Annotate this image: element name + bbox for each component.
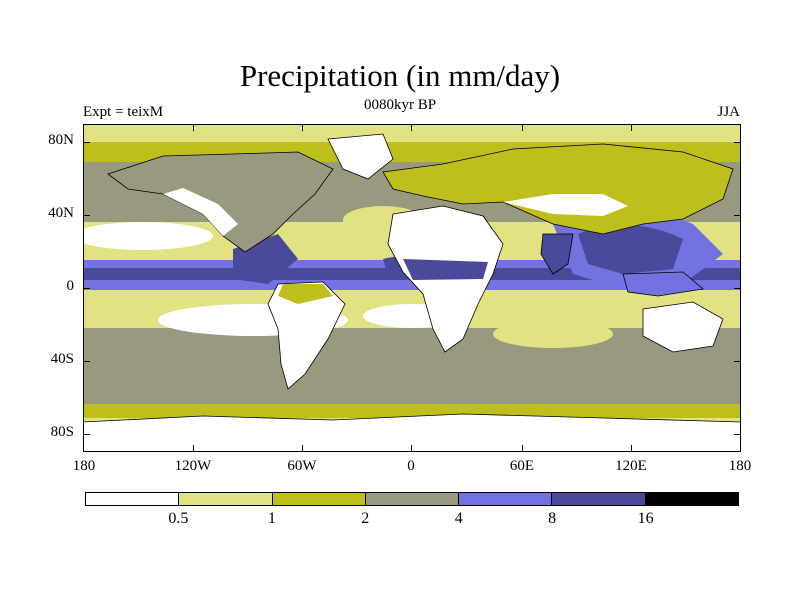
legend-swatch: [552, 493, 646, 505]
xtick-label-180e: 180: [728, 458, 752, 474]
legend-label: 16: [637, 510, 654, 527]
land-southeast-asia-islands: [622, 271, 704, 297]
legend-label: 2: [361, 510, 370, 527]
xtick-mark: [302, 445, 303, 452]
season-label: JJA: [717, 104, 740, 120]
legend-label: 8: [548, 510, 557, 527]
land-greenland: [327, 133, 394, 180]
land-asia-dry-interior: [503, 194, 628, 216]
xtick-mark: [631, 445, 632, 452]
land-india: [540, 233, 574, 275]
dry-cell-north-pacific: [83, 222, 213, 250]
ytick-mark-right: [734, 434, 741, 435]
land-south-america: [267, 281, 346, 390]
xtick-mark: [193, 445, 194, 452]
xtick-mark-top: [631, 124, 632, 131]
xtick-label-60e: 60E: [509, 458, 535, 474]
legend-swatch: [272, 493, 366, 505]
land-australia: [642, 301, 724, 353]
legend-label: 4: [454, 510, 463, 527]
xtick-label-120e: 120E: [615, 458, 647, 474]
band-arctic-ocean: [83, 124, 741, 142]
ytick-mark: [83, 361, 90, 362]
ytick-mark: [83, 434, 90, 435]
legend-swatch: [645, 493, 738, 505]
dry-cell-indian: [493, 320, 613, 348]
map-title: Precipitation (in mm/day): [239, 58, 561, 93]
color-legend: [85, 492, 739, 506]
land-north-america: [107, 151, 334, 253]
ytick-label-40s: 40S: [50, 351, 74, 367]
xtick-label-120w: 120W: [174, 458, 212, 474]
ytick-label-80n: 80N: [48, 132, 74, 148]
land-europe-asia: [382, 143, 734, 235]
xtick-label-180w: 180: [72, 458, 96, 474]
xtick-mark: [411, 445, 412, 452]
wet-asian-monsoon-core: [578, 224, 683, 274]
xtick-mark: [522, 445, 523, 452]
land-north-america-west-dry: [163, 188, 238, 236]
land-antarctica: [83, 413, 741, 452]
ytick-mark-right: [734, 361, 741, 362]
ytick-mark-right: [734, 142, 741, 143]
ytick-label-0: 0: [66, 278, 75, 294]
map-svg: [83, 124, 741, 452]
xtick-mark-top: [302, 124, 303, 131]
legend-swatch: [365, 493, 460, 505]
land-amazon-wet: [278, 284, 333, 304]
land-africa-wet-belt: [403, 259, 488, 280]
legend-swatch: [459, 493, 553, 505]
ytick-mark-right: [734, 288, 741, 289]
ytick-mark: [83, 142, 90, 143]
ytick-mark-right: [734, 215, 741, 216]
band-south-storm: [83, 328, 741, 404]
xtick-label-60w: 60W: [287, 458, 317, 474]
experiment-label: Expt = teixM: [83, 104, 164, 120]
map-subtitle: 0080kyr BP: [363, 97, 437, 113]
legend-swatch: [179, 493, 273, 505]
legend-swatch: [86, 493, 180, 505]
xtick-mark-top: [193, 124, 194, 131]
xtick-mark-top: [411, 124, 412, 131]
legend-label: 1: [267, 510, 276, 527]
ytick-label-80s: 80S: [50, 424, 74, 440]
ytick-mark: [83, 288, 90, 289]
xtick-label-0: 0: [407, 458, 415, 474]
legend-label: 0.5: [168, 510, 189, 527]
ytick-label-40n: 40N: [48, 205, 74, 221]
band-south-olive: [83, 404, 741, 418]
xtick-mark-top: [522, 124, 523, 131]
precipitation-map: [83, 124, 741, 452]
ytick-mark: [83, 215, 90, 216]
